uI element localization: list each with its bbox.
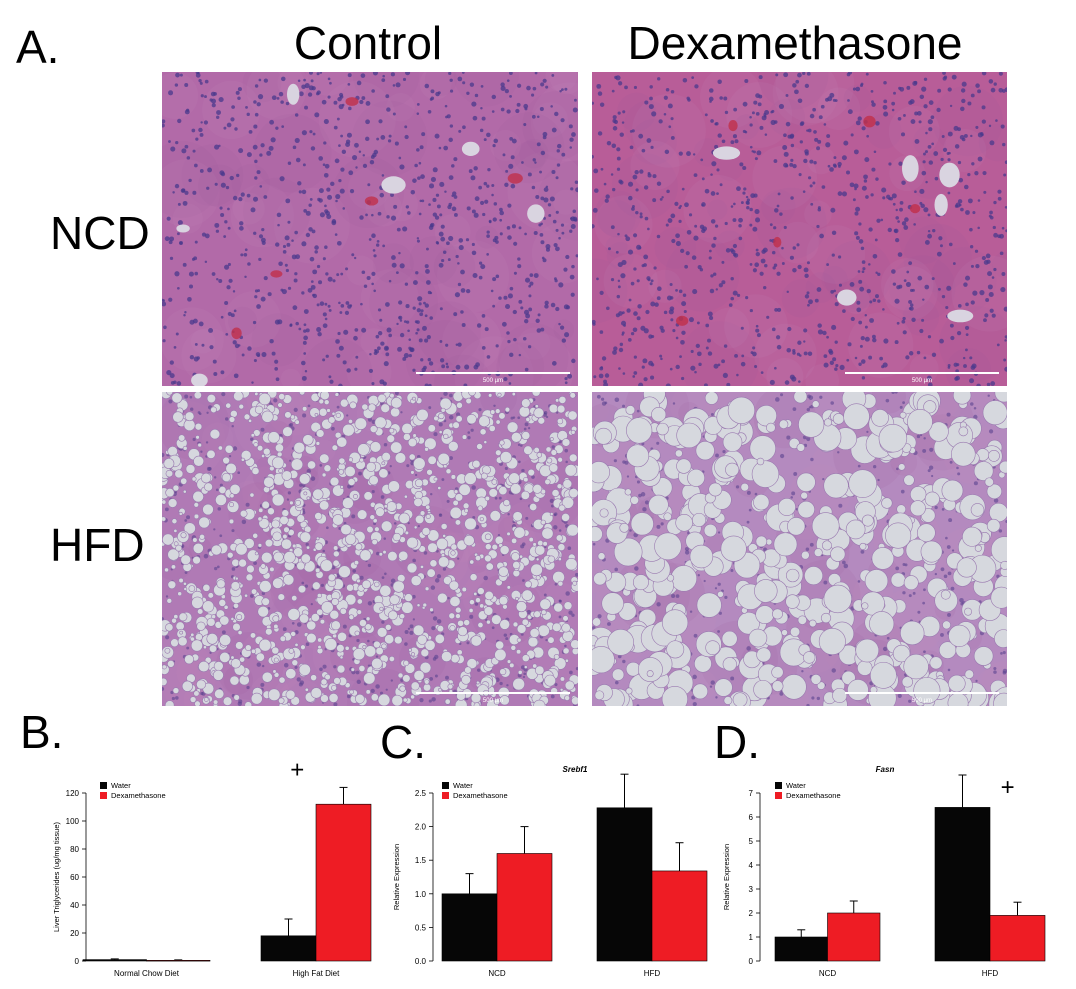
y-tick-label: 2.0 <box>415 823 427 832</box>
legend-label-dexamethasone: Dexamethasone <box>111 791 166 800</box>
x-category-label: NCD <box>819 969 837 978</box>
row-header-ncd: NCD <box>50 207 150 259</box>
column-header-control: Control <box>293 17 443 69</box>
bar-ncd-water <box>441 893 498 962</box>
y-tick-label: 1 <box>749 933 754 942</box>
column-header-dexamethasone: Dexamethasone <box>627 17 963 69</box>
legend-swatch-water <box>100 782 107 789</box>
bar-ncd-water <box>774 936 828 962</box>
y-tick-label: 0.0 <box>415 957 427 966</box>
bar-normal-chow-diet-dexamethasone <box>146 960 211 962</box>
y-axis-label: Relative Expression <box>392 844 401 910</box>
chart-c-srebf1: 0.0 0.5 1.0 1.5 2.0 2.5 Relative Expression Sre… <box>392 765 708 978</box>
bar-high-fat-diet-water <box>260 935 317 962</box>
panel-c-label: C. <box>380 716 426 768</box>
chart-title: Fasn <box>876 765 895 774</box>
row-header-hfd: HFD <box>50 519 145 571</box>
bar-hfd-dexamethasone <box>651 870 708 962</box>
y-tick-label: 2 <box>749 909 754 918</box>
panel-b-label: B. <box>20 706 64 758</box>
micrograph-ncd-dexamethasone: 500 µm <box>592 72 1007 386</box>
micrograph-texture: 500 µm <box>592 392 1007 706</box>
x-category-label: NCD <box>488 969 506 978</box>
micrograph-hfd-dexamethasone: 500 µm <box>592 392 1007 706</box>
bar-ncd-dexamethasone <box>827 912 881 962</box>
legend-swatch-dexamethasone <box>100 792 107 799</box>
bar-normal-chow-diet-water <box>82 959 147 962</box>
y-tick-label: 4 <box>749 861 754 870</box>
legend-label-water: Water <box>453 781 473 790</box>
scale-bar: 500 µm <box>845 372 999 384</box>
legend-label-dexamethasone: Dexamethasone <box>786 791 841 800</box>
bar-hfd-water <box>934 807 991 962</box>
y-tick-label: 3 <box>749 885 754 894</box>
micrograph-ncd-control: 500 µm <box>162 72 578 386</box>
scale-bar-label: 500 µm <box>912 698 932 704</box>
y-tick-label: 100 <box>66 817 80 826</box>
significance-marker: + <box>290 760 304 783</box>
y-tick-label: 80 <box>70 845 79 854</box>
y-tick-label: 7 <box>749 789 754 798</box>
y-axis-label: Relative Expression <box>722 844 731 910</box>
y-tick-label: 0 <box>749 957 754 966</box>
legend-swatch-water <box>775 782 782 789</box>
y-tick-label: 0.5 <box>415 923 427 932</box>
bar-high-fat-diet-dexamethasone <box>315 803 372 962</box>
tissue-texture <box>592 72 1007 386</box>
legend-label-water: Water <box>111 781 131 790</box>
legend-swatch-dexamethasone <box>442 792 449 799</box>
y-tick-label: 0 <box>75 957 80 966</box>
scale-bar: 500 µm <box>416 692 570 704</box>
legend-label-water: Water <box>786 781 806 790</box>
y-tick-label: 2.5 <box>415 789 427 798</box>
scale-bar-label: 500 µm <box>483 378 503 384</box>
y-tick-label: 1.0 <box>415 890 427 899</box>
y-tick-label: 120 <box>66 789 80 798</box>
x-category-label: Normal Chow Diet <box>114 969 180 978</box>
chart-d-fasn: 0 1 2 3 4 5 6 7 Relative Expression Fasn WaterDexa… <box>722 765 1046 978</box>
panel-d-label: D. <box>714 716 760 768</box>
y-axis-label: Liver Triglycerides (ug/mg tissue) <box>52 821 61 932</box>
tissue-texture <box>162 392 578 706</box>
scale-bar: 500 µm <box>845 692 999 704</box>
scale-bar-label: 500 µm <box>483 698 503 704</box>
legend-swatch-dexamethasone <box>775 792 782 799</box>
bar-hfd-water <box>596 807 653 962</box>
panel-a-label: A. <box>16 21 60 73</box>
bar-ncd-dexamethasone <box>496 853 553 962</box>
y-tick-label: 60 <box>70 873 79 882</box>
y-tick-label: 1.5 <box>415 856 427 865</box>
x-category-label: High Fat Diet <box>293 969 340 978</box>
y-tick-label: 5 <box>749 837 754 846</box>
micrograph-hfd-control: 500 µm <box>162 392 578 706</box>
bar-hfd-dexamethasone <box>989 915 1046 962</box>
scale-bar: 500 µm <box>416 372 570 384</box>
scale-bar-label: 500 µm <box>912 378 932 384</box>
y-tick-label: 40 <box>70 901 79 910</box>
legend-swatch-water <box>442 782 449 789</box>
x-category-label: HFD <box>982 969 999 978</box>
micrograph-texture: 500 µm <box>162 392 578 706</box>
tissue-texture <box>162 72 578 386</box>
chart-title: Srebf1 <box>563 765 588 774</box>
x-category-label: HFD <box>644 969 661 978</box>
micrograph-texture: 500 µm <box>162 72 578 386</box>
micrograph-texture: 500 µm <box>592 72 1007 386</box>
y-tick-label: 6 <box>749 813 754 822</box>
significance-marker: + <box>1001 774 1015 801</box>
legend-label-dexamethasone: Dexamethasone <box>453 791 508 800</box>
chart-b-liver-triglycerides: 0 20 40 60 80 100 120 Liver Triglycerides (ug/m… <box>52 760 372 978</box>
y-tick-label: 20 <box>70 929 79 938</box>
